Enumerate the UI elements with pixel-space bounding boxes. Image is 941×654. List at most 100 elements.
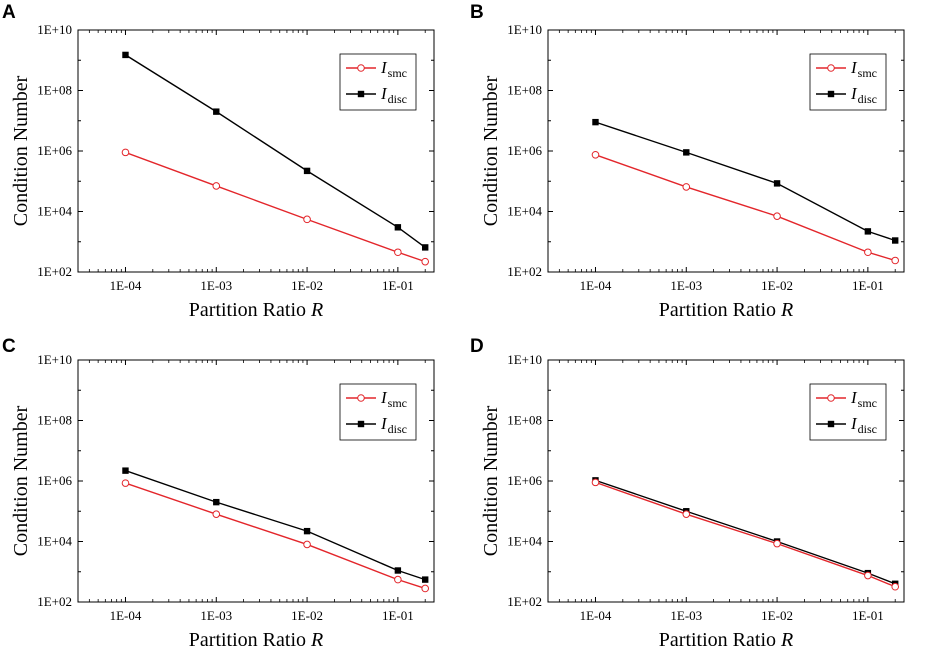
x-axis-title-text: Partition Ratio (189, 299, 311, 321)
legend-sub: disc (388, 92, 407, 106)
panel-letter: D (470, 336, 484, 357)
legend-marker-disc (827, 420, 835, 428)
legend-label-disc: Idisc (380, 414, 407, 436)
y-tick-label: 1E+10 (37, 22, 72, 37)
x-tick-label: 1E-02 (761, 608, 793, 623)
y-tick-label: 1E+08 (507, 413, 542, 428)
legend-marker-disc (357, 90, 365, 98)
y-tick-label: 1E+02 (37, 594, 72, 609)
y-tick-label: 1E+08 (37, 413, 72, 428)
y-tick-label: 1E+04 (507, 534, 542, 549)
y-tick-label: 1E+06 (507, 473, 542, 488)
point-smc (121, 479, 130, 487)
y-tick-label: 1E+02 (37, 264, 72, 279)
point-disc (892, 237, 899, 244)
y-tick-label: 1E+08 (37, 83, 72, 98)
legend-main: I (380, 414, 388, 433)
legend-sub: disc (858, 92, 877, 106)
panel-c: C 1E+02 1E+04 1E+06 1E+08 1E+10 1E-04 1E-03 1E-0… (2, 336, 435, 651)
legend-marker-disc (827, 90, 835, 98)
x-tick-label: 1E-01 (852, 608, 884, 623)
point-smc (303, 540, 311, 549)
point-smc (212, 182, 221, 190)
y-tick-label: 1E+02 (507, 594, 542, 609)
x-tick-label: 1E-02 (291, 608, 323, 623)
legend-main: I (380, 58, 388, 77)
point-disc (122, 51, 129, 59)
point-smc (891, 582, 900, 591)
point-smc (891, 256, 900, 265)
legend-marker-smc (827, 394, 835, 402)
point-disc (394, 224, 402, 231)
y-tick-label: 1E+04 (37, 204, 72, 219)
y-tick-label: 1E+10 (507, 352, 542, 367)
legend-sub: disc (858, 422, 877, 436)
point-smc (682, 510, 691, 518)
y-tick-label: 1E+08 (507, 83, 542, 98)
point-smc (591, 150, 600, 159)
legend-label-smc: Ismc (380, 58, 407, 80)
legend-marker-smc (827, 64, 835, 72)
legend-label-smc: Ismc (380, 388, 407, 410)
panel-letter: B (470, 2, 484, 23)
legend-label-disc: Idisc (850, 84, 877, 106)
point-smc (212, 510, 221, 518)
series-line-disc (595, 479, 896, 585)
point-smc (591, 478, 600, 487)
x-tick-label: 1E-04 (110, 608, 142, 623)
x-tick-label: 1E-04 (110, 278, 142, 293)
point-smc (682, 183, 691, 191)
legend-main: I (380, 84, 388, 103)
y-tick-label: 1E+04 (37, 534, 72, 549)
point-disc (864, 228, 872, 235)
x-tick-label: 1E-01 (382, 278, 414, 293)
point-disc (422, 576, 429, 583)
x-tick-label: 1E-04 (580, 278, 612, 293)
y-axis-title: Condition Number (480, 405, 502, 556)
point-smc (773, 539, 781, 548)
point-disc (122, 467, 129, 474)
x-tick-label: 1E-02 (761, 278, 793, 293)
legend-box (339, 383, 417, 441)
legend-sub: disc (388, 422, 407, 436)
point-disc (394, 567, 402, 574)
point-disc (303, 527, 311, 535)
y-tick-label: 1E+10 (507, 22, 542, 37)
x-axis-title-var: R (780, 629, 793, 651)
point-disc (213, 108, 220, 115)
point-smc (121, 148, 130, 157)
legend-label-disc: Idisc (380, 84, 407, 106)
series-line-disc (125, 469, 426, 581)
point-disc (422, 244, 429, 251)
legend-box (809, 53, 887, 111)
point-disc (683, 149, 690, 156)
legend-sub: smc (858, 66, 877, 80)
legend-main: I (380, 388, 388, 407)
legend-box (339, 53, 417, 111)
panel-letter: A (2, 2, 16, 23)
series-line-smc (125, 151, 426, 263)
legend-label-disc: Idisc (850, 414, 877, 436)
series-line-smc (595, 481, 896, 588)
point-smc (864, 571, 872, 580)
y-tick-label: 1E+06 (37, 143, 72, 158)
legend-main: I (850, 414, 858, 433)
point-smc (421, 257, 430, 266)
y-axis-title: Condition Number (10, 75, 32, 226)
x-tick-label: 1E-03 (670, 608, 702, 623)
legend-sub: smc (388, 396, 407, 410)
panel-b: B 1E+02 1E+04 1E+06 1E+08 1E+10 1E-04 1E-03 1E-0… (470, 2, 905, 321)
legend-label-smc: Ismc (850, 388, 877, 410)
x-axis-title-text: Partition Ratio (659, 629, 781, 651)
point-smc (864, 248, 872, 257)
legend-marker-smc (357, 64, 365, 72)
point-disc (303, 167, 311, 175)
x-axis-title: Partition Ratio R (189, 299, 323, 321)
y-tick-label: 1E+10 (37, 352, 72, 367)
y-axis-title: Condition Number (10, 405, 32, 556)
point-smc (303, 215, 311, 224)
x-axis-title: Partition Ratio R (189, 629, 323, 651)
point-smc (394, 248, 402, 257)
y-tick-label: 1E+06 (507, 143, 542, 158)
